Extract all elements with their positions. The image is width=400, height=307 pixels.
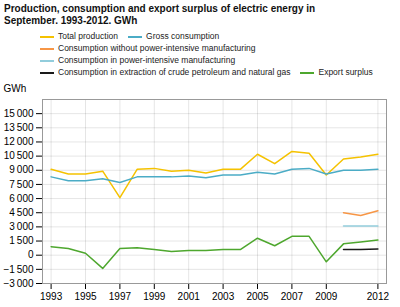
- html-text:Total production: Total production: [58, 31, 118, 41]
- svg-text:4 500: 4 500: [9, 207, 34, 218]
- svg-text:−1 500: −1 500: [3, 264, 34, 275]
- svg-text:1997: 1997: [109, 291, 132, 302]
- svg-text:2001: 2001: [178, 291, 201, 302]
- svg-text:−3 000: −3 000: [3, 278, 34, 289]
- svg-text:7 500: 7 500: [9, 179, 34, 190]
- svg-text:12 000: 12 000: [4, 136, 34, 147]
- html-text:Production, consumption and ex: Production, consumption and export surpl…: [4, 3, 316, 26]
- html-text:Gross consumption: Gross consumption: [146, 31, 220, 41]
- svg-text:3 000: 3 000: [9, 221, 34, 232]
- svg-text:1995: 1995: [74, 291, 97, 302]
- svg-text:6 000: 6 000: [9, 193, 34, 204]
- svg-text:2009: 2009: [315, 291, 338, 302]
- html-text:Consumption without power-inte: Consumption without power-intensive manu…: [58, 43, 256, 53]
- svg-text:2012: 2012: [367, 291, 390, 302]
- svg-text:13 500: 13 500: [4, 122, 34, 133]
- svg-text:1999: 1999: [143, 291, 166, 302]
- svg-text:GWh: GWh: [4, 83, 27, 94]
- svg-text:2003: 2003: [212, 291, 235, 302]
- html-text:Consumption in extraction of c: Consumption in extraction of crude petro…: [58, 67, 291, 77]
- svg-text:9 000: 9 000: [9, 164, 34, 175]
- svg-text:10 500: 10 500: [4, 150, 34, 161]
- svg-text:1 500: 1 500: [9, 235, 34, 246]
- svg-text:2007: 2007: [281, 291, 304, 302]
- html-text:Consumption in power-intensive: Consumption in power-intensive manufactu…: [58, 55, 236, 65]
- svg-text:0: 0: [28, 249, 34, 260]
- html-text:Export surplus: Export surplus: [318, 67, 373, 77]
- svg-text:15 000: 15 000: [4, 108, 34, 119]
- svg-text:1993: 1993: [40, 291, 63, 302]
- svg-text:2005: 2005: [246, 291, 269, 302]
